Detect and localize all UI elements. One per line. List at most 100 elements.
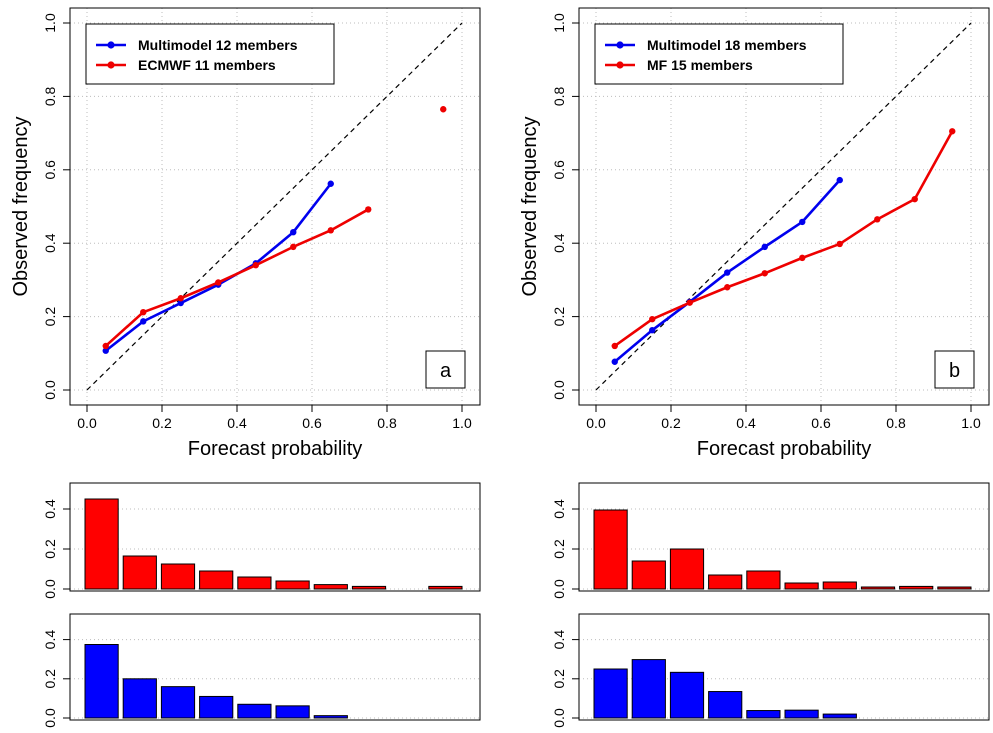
histogram-bar [784,709,819,719]
data-point [102,347,109,354]
perfect-reliability-line [86,22,463,391]
y-tick-label: 0.2 [551,307,567,327]
data-point [140,308,147,316]
y-tick-label: 0.4 [551,499,567,519]
histogram-bar [160,563,196,590]
x-tick-label: 0.4 [736,415,756,431]
x-axis-label: Forecast probability [188,438,363,460]
data-point [799,218,806,226]
data-point [724,284,731,291]
perfect-reliability-line [595,22,972,391]
y-tick-label: 0.6 [551,160,567,180]
histogram-bar [313,715,348,719]
data-point [365,206,372,213]
data-point [724,269,731,276]
reliability-diagram-a: 0.0 0.0 0.2 0.2 0.4 0.4 0.6 0.6 0.8 0.8 1.0 1.0 Fore… [10,7,481,460]
plot-frame [69,7,481,406]
data-point [215,279,222,286]
data-point [440,106,447,113]
data-point [252,262,259,269]
histogram-bar [860,586,896,590]
histogram-bar [708,574,743,590]
histogram-bar [313,584,348,590]
panel-label: a [440,360,452,382]
y-tick-label: 0.4 [42,499,58,519]
data-point [290,243,297,251]
y-tick-label: 0.0 [42,708,58,728]
x-axis-label: Forecast probability [697,438,872,460]
histogram-bar [937,586,972,590]
y-tick-label: 0.4 [551,233,567,253]
data-point [836,240,843,248]
y-tick-label: 1.0 [42,13,58,33]
histogram-bar [822,713,857,719]
x-tick-label: 1.0 [961,415,981,431]
x-tick-label: 0.8 [377,415,397,431]
data-point [649,326,656,334]
data-point [761,270,768,277]
series-line [104,182,332,352]
data-point [799,254,806,262]
y-tick-label: 0.6 [42,160,58,180]
legend-label: ECMWF 11 members [138,57,276,73]
y-tick-label: 0.0 [42,579,58,599]
histogram-bar [351,585,387,590]
y-axis-label: Observed frequency [10,116,32,296]
y-tick-label: 0.4 [42,233,58,253]
data-point [911,195,918,203]
x-tick-label: 0.4 [227,415,247,431]
series-line [104,208,369,347]
histogram-bar [84,498,119,590]
histogram-bar [237,576,272,590]
series-line [613,130,954,348]
histogram-red-b: 0.0 0.2 0.4 [551,482,990,599]
histogram-bar [199,570,234,590]
x-tick-label: 0.2 [152,415,172,431]
histogram-bar [746,710,781,719]
data-point [177,295,184,302]
y-tick-label: 0.2 [42,307,58,327]
data-point [611,342,618,350]
y-tick-label: 0.0 [551,708,567,728]
histogram-bar [275,705,310,719]
data-point [761,243,768,251]
data-point [102,342,109,350]
legend-box [594,23,844,85]
histogram-bar [84,644,119,719]
legend-label: MF 15 members [647,57,753,73]
data-point [649,315,656,323]
x-tick-label: 0.2 [661,415,681,431]
data-point [177,299,184,307]
y-tick-label: 0.2 [551,669,567,689]
y-tick-label: 0.0 [551,579,567,599]
x-tick-label: 0.6 [302,415,322,431]
histogram-blue-a: 0.0 0.2 0.4 [42,613,481,728]
histogram-bar [669,548,705,590]
panel-label-box [934,350,975,389]
x-tick-label: 1.0 [452,415,472,431]
legend-marker [107,61,115,69]
panel-label: b [949,360,960,382]
plot-frame [578,613,990,721]
histogram-bar [122,555,157,590]
histogram-red-a: 0.0 0.2 0.4 [42,482,481,599]
x-tick-label: 0.0 [586,415,606,431]
y-tick-label: 0.4 [42,630,58,650]
histogram-bar [428,585,463,590]
data-point [874,216,881,223]
histogram-bar [669,671,705,719]
histogram-bar [822,581,857,590]
data-point [836,176,843,184]
data-point [140,318,147,325]
data-point [327,180,334,187]
y-axis-label: Observed frequency [519,116,541,296]
histogram-bar [631,659,666,719]
y-tick-label: 0.4 [551,630,567,650]
x-tick-label: 0.0 [77,415,97,431]
legend-marker [616,61,624,69]
y-tick-label: 0.8 [42,86,58,106]
plot-frame [69,482,481,592]
legend-marker [107,41,115,49]
y-tick-label: 0.0 [42,380,58,400]
